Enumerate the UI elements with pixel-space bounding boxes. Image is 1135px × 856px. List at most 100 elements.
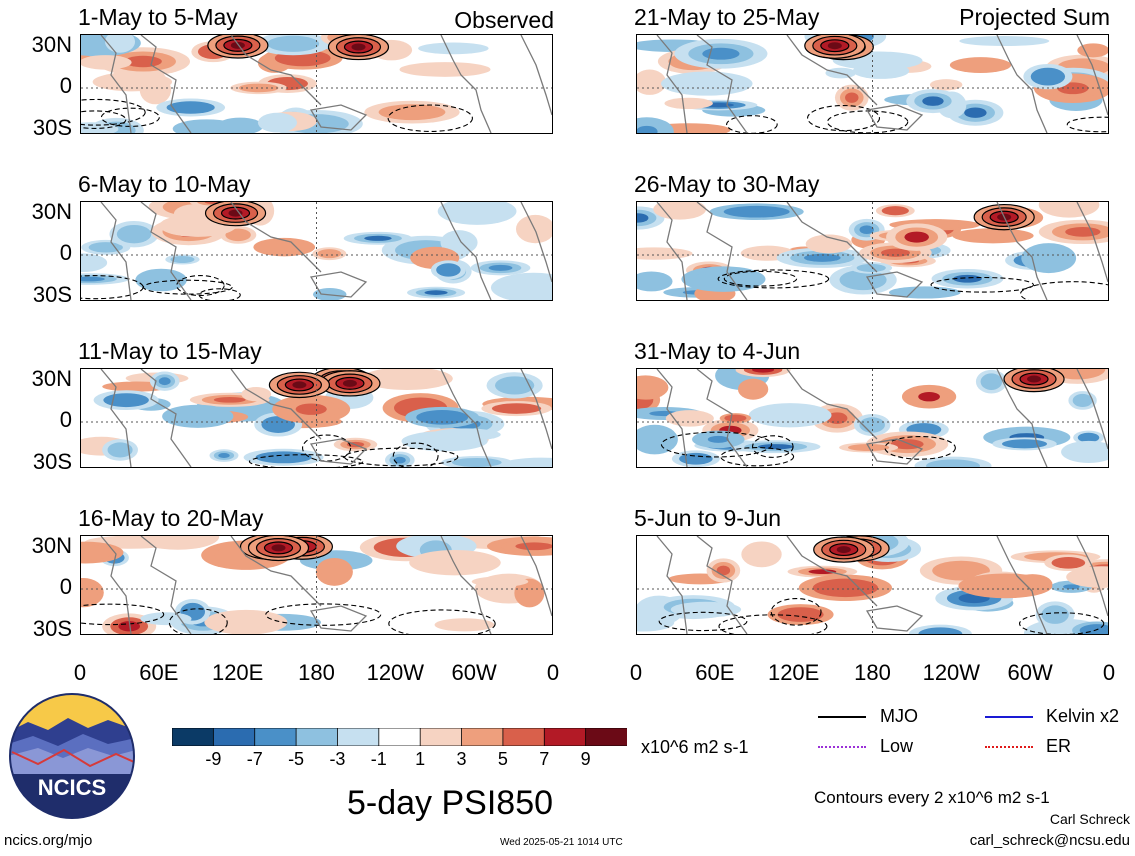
coastline: [309, 104, 368, 131]
anomaly-blob: [964, 230, 1022, 242]
contour-negative: [81, 98, 146, 126]
anomaly-blob: [859, 225, 874, 235]
map-field: [80, 535, 553, 635]
coastline: [230, 536, 322, 607]
anomaly-blob: [81, 276, 105, 282]
anomaly-blob: [959, 36, 1050, 47]
anomaly-core: [827, 42, 842, 50]
contour-positive: [276, 375, 323, 395]
coastline: [309, 438, 368, 465]
coastline: [309, 271, 368, 298]
colorbar-swatch: [378, 727, 422, 747]
coastline: [996, 35, 1048, 133]
coastline: [520, 202, 552, 283]
anomaly-blob: [399, 62, 491, 77]
anomaly-blob: [716, 565, 731, 576]
colorbar-tick-label: -5: [288, 749, 305, 769]
anomaly-blob: [926, 459, 980, 467]
anomaly-blob: [958, 573, 1053, 599]
coastline: [865, 271, 924, 298]
contour-positive: [284, 378, 315, 392]
coastline: [865, 438, 924, 465]
coastline: [696, 35, 748, 133]
anomaly-blob: [321, 562, 348, 582]
anomaly-blob: [637, 271, 673, 292]
coastline: [656, 202, 688, 300]
anomaly-blob: [364, 235, 392, 241]
anomaly-blob: [1058, 559, 1078, 567]
contour-negative: [751, 435, 794, 458]
anomaly-blob: [107, 442, 133, 458]
site-link[interactable]: ncics.org/mjo: [4, 832, 93, 849]
contour-positive: [204, 202, 267, 227]
contour-positive: [804, 35, 866, 59]
contour-negative: [658, 611, 748, 632]
legend-label-low: Low: [880, 736, 914, 756]
anomaly-blob: [805, 234, 853, 254]
anomaly-blob: [1021, 243, 1077, 274]
anomaly-blob: [1038, 71, 1058, 82]
anomaly-blob: [808, 569, 837, 575]
longitude-label: 60E: [695, 660, 735, 685]
contour-negative: [717, 269, 830, 289]
panel-title: 5-Jun to 9-Jun: [634, 505, 782, 531]
anomaly-blob: [158, 377, 171, 386]
anomaly-blob: [361, 369, 453, 390]
latitude-label: 0: [59, 574, 72, 599]
anomaly-blob: [670, 601, 742, 618]
contours-note: Contours every 2 x10^6 m2 s-1: [814, 788, 1050, 807]
anomaly-blob: [787, 610, 814, 619]
timestamp: Wed 2025-05-21 1014 UTC: [500, 837, 623, 848]
anomaly-blob: [686, 455, 706, 463]
anomaly-blob: [856, 263, 886, 272]
anomaly-blob: [1086, 626, 1107, 634]
ncics-logo: NCICS: [8, 692, 136, 820]
panel-title: 16-May to 20-May: [78, 505, 264, 531]
map-field: [636, 34, 1109, 134]
latitude-label: 30S: [32, 282, 72, 307]
coastline: [696, 536, 748, 634]
anomaly-core: [836, 546, 851, 554]
anomaly-blob: [741, 541, 782, 568]
contour-negative: [807, 104, 881, 132]
longitude-label: 120W: [366, 660, 425, 685]
map-field: [636, 201, 1109, 301]
contour-positive: [247, 536, 310, 562]
contour-positive: [343, 40, 374, 54]
anomaly-blob: [500, 457, 552, 467]
latitude-label: 0: [59, 73, 72, 98]
contour-positive: [268, 371, 331, 399]
panel-title: 31-May to 4-Jun: [634, 338, 801, 364]
anomaly-blob: [826, 412, 848, 424]
map-field: [636, 368, 1109, 468]
latitude-label: 0: [59, 407, 72, 432]
anomaly-core: [292, 381, 307, 389]
anomaly-blob: [1001, 439, 1048, 449]
anomaly-blob: [1061, 440, 1108, 463]
contour-negative: [1066, 116, 1108, 133]
colorbar-tick-label: 7: [539, 749, 550, 769]
longitude-label: 0: [1102, 660, 1116, 685]
coastline: [520, 369, 552, 450]
contour-positive: [989, 210, 1019, 224]
anomaly-blob: [1072, 393, 1093, 407]
colorbar-tick-label: 3: [456, 749, 467, 769]
anomaly-blob: [665, 410, 714, 427]
contour-positive: [1011, 369, 1057, 389]
anomaly-blob: [257, 112, 298, 133]
colorbar-tick-label: -1: [370, 749, 387, 769]
contour-positive: [813, 536, 875, 563]
coastline: [1076, 536, 1108, 617]
anomaly-blob: [393, 456, 406, 464]
map-field: [80, 368, 553, 468]
anomaly-blob: [162, 404, 234, 428]
colorbar-swatch: [212, 727, 256, 747]
anomaly-blob: [223, 120, 257, 133]
observed-label: Observed: [454, 7, 554, 33]
contour-positive: [981, 207, 1027, 227]
author-email[interactable]: carl_schreck@ncsu.edu: [969, 832, 1130, 849]
anomaly-blob: [637, 213, 649, 223]
anomaly-core: [1027, 375, 1042, 383]
latitude-label: 30N: [31, 533, 72, 558]
coastline: [520, 536, 552, 617]
